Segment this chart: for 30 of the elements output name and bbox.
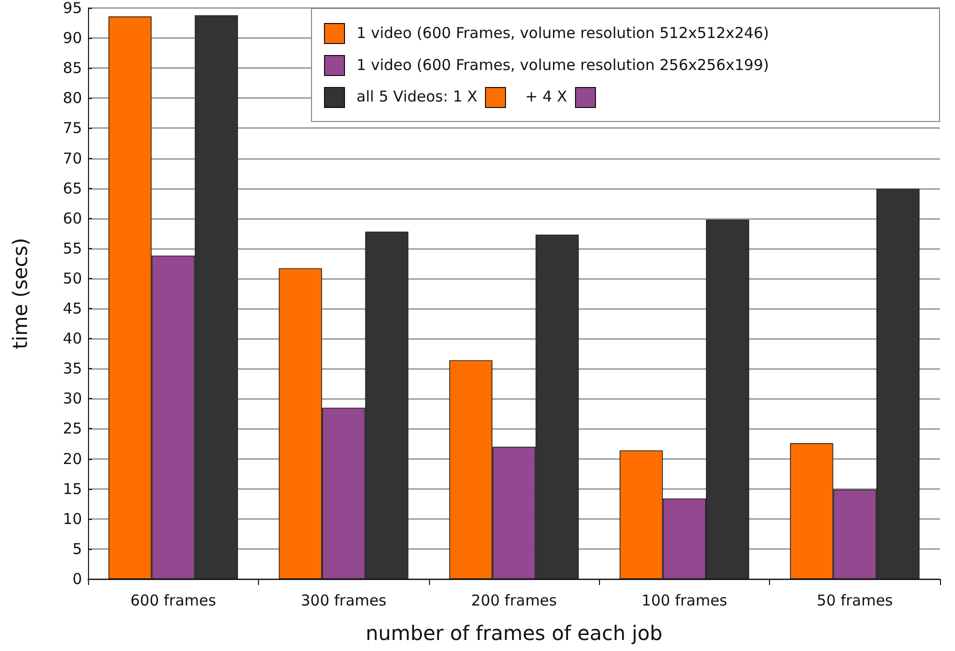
y-tick-label: 40 (62, 330, 82, 348)
x-tick-label: 600 frames (130, 592, 216, 610)
text: all 5 Videos: 1 X + 4 X (356, 87, 568, 106)
x-tick-label: 200 frames (471, 592, 558, 610)
y-tick-label: 95 (62, 0, 82, 17)
x-tick-label: 50 frames (816, 592, 894, 610)
legend-label: 1 video (600 Frames, volume resolution 256x256x199) (356, 56, 769, 74)
y-tick-label: 20 (62, 450, 82, 468)
y-axis-title: time (secs) (8, 238, 32, 350)
y-tick-label: 80 (62, 89, 82, 108)
y-tick-label: 85 (62, 59, 82, 78)
y-tick-label: 65 (62, 179, 82, 198)
y-tick-label: 30 (62, 390, 82, 408)
y-tick-label: 0 (72, 570, 82, 588)
y-tick-label: 60 (62, 209, 82, 228)
x-tick-label: 100 frames (642, 592, 728, 610)
x-tick-label: 300 frames (300, 592, 387, 610)
y-tick-label: 55 (62, 239, 82, 258)
y-tick-label: 45 (62, 300, 82, 318)
y-tick-label: 70 (62, 149, 82, 168)
y-tick-label: 50 (62, 269, 82, 288)
legend-label: 1 video (600 Frames, volume resolution 512x512x246) (356, 24, 769, 42)
x-axis-title: number of frames of each job (366, 621, 662, 645)
y-tick-label: 5 (72, 540, 82, 558)
y-tick-label: 75 (62, 119, 82, 138)
y-tick-label: 10 (62, 510, 82, 528)
y-tick-label: 90 (62, 29, 82, 48)
y-tick-label: 15 (62, 480, 82, 498)
y-tick-label: 35 (62, 360, 82, 378)
y-tick-label: 25 (62, 420, 82, 438)
